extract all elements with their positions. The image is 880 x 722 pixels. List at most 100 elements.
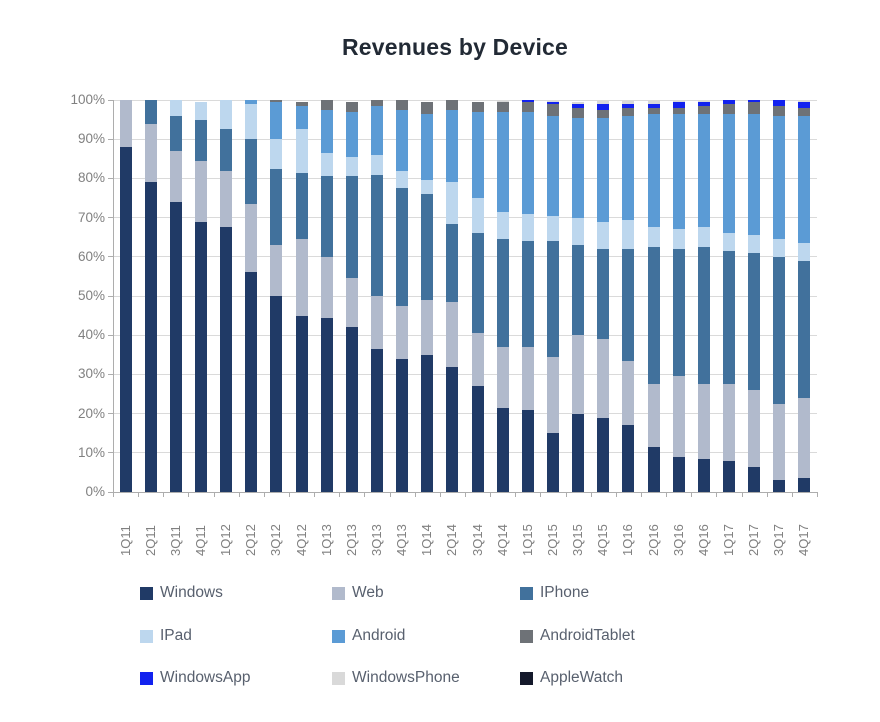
bar-segment-ipad xyxy=(773,239,786,257)
bar-segment-androidtablet xyxy=(697,105,710,114)
bar-segment-android xyxy=(723,113,735,234)
bar-segment-android xyxy=(270,101,283,140)
y-axis-tick xyxy=(108,256,113,258)
bar-segment-ipad xyxy=(697,227,710,248)
bar-segment-windowsphone xyxy=(496,100,509,102)
y-axis-tick-label: 30% xyxy=(77,366,105,382)
bar-segment-ipad xyxy=(421,180,434,195)
bar-segment-web xyxy=(119,100,132,148)
bar-2Q12 xyxy=(245,100,258,492)
bar-segment-iphone xyxy=(320,176,333,257)
bar-segment-web xyxy=(773,403,786,481)
bar-segment-iphone xyxy=(345,176,358,279)
bar-segment-windows xyxy=(195,221,207,492)
x-axis-tick-label: 4Q14 xyxy=(494,524,510,556)
bar-1Q16 xyxy=(622,100,635,492)
bar-segment-web xyxy=(396,305,409,359)
bar-segment-android xyxy=(597,117,610,222)
x-axis-tick-label: 3Q11 xyxy=(167,525,183,556)
legend-swatch-windowsphone xyxy=(332,671,345,685)
bar-segment-windowsphone xyxy=(622,100,635,104)
gridline xyxy=(113,413,817,415)
bar-segment-androidtablet xyxy=(622,107,635,116)
x-axis-tick xyxy=(465,492,466,497)
legend-swatch-web xyxy=(332,586,345,600)
legend-item-applewatch: AppleWatch xyxy=(520,669,623,687)
bar-segment-android xyxy=(572,117,585,218)
legend-label-androidtablet: AndroidTablet xyxy=(540,627,635,644)
x-axis-tick-label: 2Q15 xyxy=(545,524,560,556)
legend-label-android: Android xyxy=(352,627,406,644)
bar-segment-windowsapp xyxy=(547,102,559,104)
bar-segment-windows xyxy=(622,425,635,492)
bar-segment-androidtablet xyxy=(748,102,761,114)
bar-segment-web xyxy=(672,376,685,457)
bar-segment-windows xyxy=(270,296,283,492)
bar-segment-ipad xyxy=(647,227,660,248)
y-axis-tick-label: 80% xyxy=(77,170,105,186)
bar-segment-androidtablet xyxy=(396,100,409,110)
legend-swatch-applewatch xyxy=(520,671,533,685)
bar-segment-web xyxy=(371,296,383,349)
gridline xyxy=(113,373,817,375)
bar-4Q17 xyxy=(798,100,811,492)
y-axis-tick xyxy=(108,138,113,140)
bar-segment-ipad xyxy=(597,221,610,249)
legend-item-ipad: IPad xyxy=(140,627,192,645)
legend-swatch-ipad xyxy=(140,629,153,643)
bar-segment-androidtablet xyxy=(345,102,358,112)
bar-segment-web xyxy=(245,203,258,273)
legend-swatch-android xyxy=(332,629,345,643)
y-axis-tick-label: 20% xyxy=(77,405,105,421)
bar-segment-windowsapp xyxy=(622,103,635,108)
x-axis-tick-label: 3Q14 xyxy=(469,524,485,556)
bar-1Q11 xyxy=(119,100,132,492)
bar-segment-iphone xyxy=(245,139,258,204)
bar-segment-windows xyxy=(295,315,308,492)
bar-2Q16 xyxy=(647,100,660,492)
y-axis-tick xyxy=(108,334,113,336)
bar-segment-android xyxy=(345,111,358,157)
x-axis-tick xyxy=(314,492,316,497)
legend-label-iphone: IPhone xyxy=(540,584,590,601)
bar-4Q14 xyxy=(496,100,509,492)
bar-1Q12 xyxy=(220,100,233,492)
x-axis-tick xyxy=(364,492,366,497)
bar-segment-ipad xyxy=(270,139,283,169)
gridline xyxy=(113,138,817,140)
x-axis-tick-label: 4Q13 xyxy=(394,524,410,556)
x-axis-tick xyxy=(263,492,265,497)
x-axis-tick xyxy=(163,492,165,497)
y-axis-tick xyxy=(108,99,113,101)
bar-1Q15 xyxy=(521,100,534,492)
bar-segment-androidtablet xyxy=(471,102,484,112)
x-axis-tick xyxy=(716,492,718,497)
bar-segment-iphone xyxy=(723,250,735,385)
bar-segment-web xyxy=(446,301,459,367)
bar-segment-web xyxy=(144,123,157,183)
bar-3Q11 xyxy=(169,100,182,492)
gridline xyxy=(113,177,817,179)
bar-segment-windowsapp xyxy=(773,100,786,106)
bar-segment-windows xyxy=(496,407,509,492)
bar-segment-windowsapp xyxy=(748,100,761,103)
y-axis-tick-label: 90% xyxy=(77,131,105,147)
bar-segment-android xyxy=(647,113,660,228)
bar-segment-windows xyxy=(245,272,258,492)
bar-segment-ipad xyxy=(295,129,308,173)
bar-segment-web xyxy=(345,278,358,328)
bar-segment-android xyxy=(798,115,811,244)
bar-segment-android xyxy=(320,109,333,153)
y-axis-tick-label: 50% xyxy=(77,288,105,303)
x-axis-tick-label: 1Q15 xyxy=(519,524,535,556)
x-axis-tick xyxy=(389,492,391,497)
bar-segment-android xyxy=(622,115,635,220)
bar-segment-windows xyxy=(345,327,358,492)
bar-segment-windows xyxy=(320,317,333,492)
bar-3Q12 xyxy=(270,100,283,492)
x-axis-tick-label: 3Q15 xyxy=(570,524,586,556)
bar-segment-androidtablet xyxy=(597,109,610,118)
bar-segment-windowsapp xyxy=(521,100,534,102)
bar-segment-ipad xyxy=(345,156,358,177)
bar-2Q15 xyxy=(547,100,559,492)
